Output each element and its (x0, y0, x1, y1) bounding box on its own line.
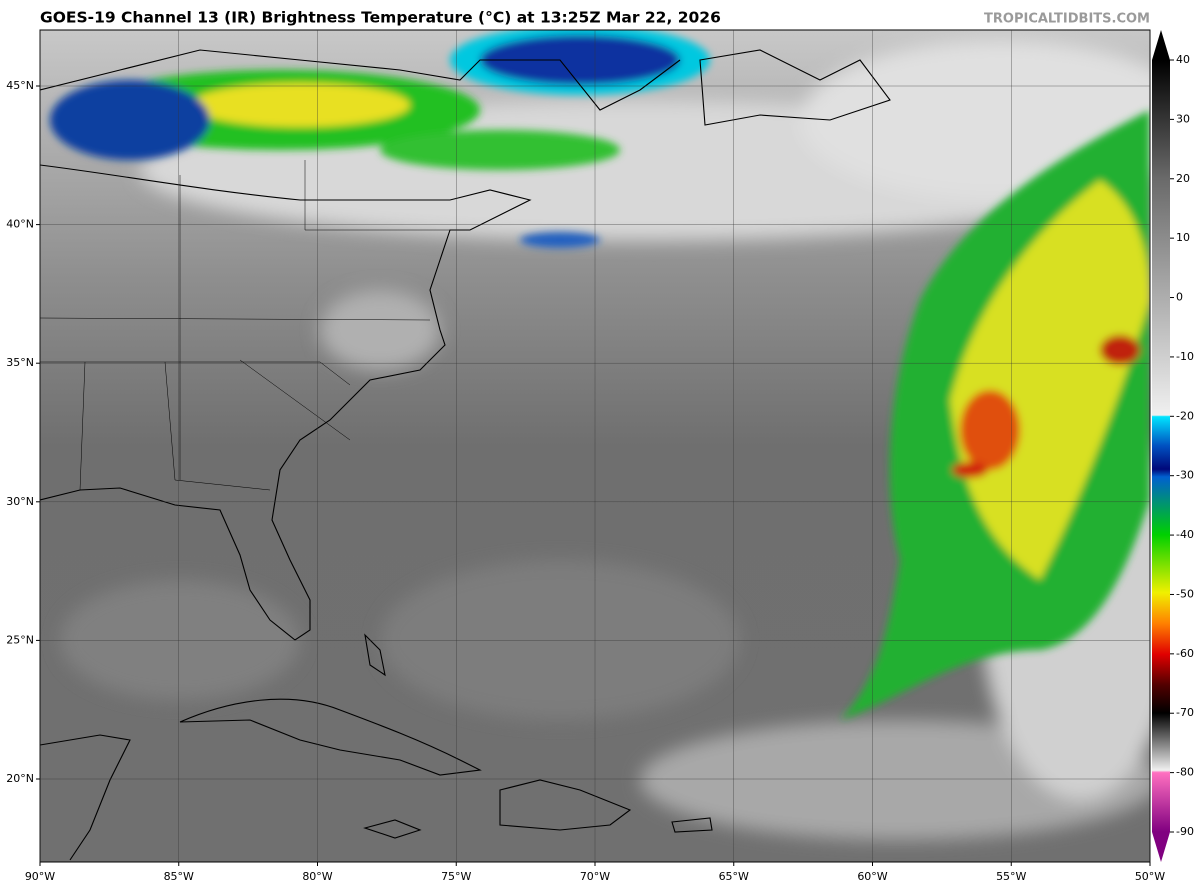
lon-label: 80°W (302, 870, 332, 883)
colorbar-top-arrow (1152, 30, 1170, 60)
lon-label: 60°W (857, 870, 887, 883)
colorbar-label: -90 (1176, 825, 1194, 838)
lon-label: 65°W (719, 870, 749, 883)
colorbar-label: -40 (1176, 528, 1194, 541)
colorbar-label: -80 (1176, 766, 1194, 779)
lon-label: 55°W (996, 870, 1026, 883)
credit: TROPICALTIDBITS.COM (984, 12, 1150, 27)
colorbar-label: -60 (1176, 647, 1194, 660)
lat-label: 40°N (6, 218, 34, 231)
colorbar-label: -30 (1176, 469, 1194, 482)
lon-label: 70°W (580, 870, 610, 883)
colorbar-label: -20 (1176, 409, 1194, 422)
colorbar-label: 30 (1176, 112, 1190, 125)
satellite-image (40, 30, 1150, 862)
colorbar-label: 0 (1176, 291, 1183, 304)
coastlines (40, 49, 891, 861)
borders (40, 160, 450, 491)
colorbar-label: 40 (1176, 53, 1190, 66)
colorbar-label: 10 (1176, 231, 1190, 244)
colorbar-label: -50 (1176, 587, 1194, 600)
lat-label: 45°N (6, 79, 34, 92)
colorbar-label: 20 (1176, 172, 1190, 185)
lon-label: 85°W (164, 870, 194, 883)
lon-label: 75°W (441, 870, 471, 883)
colorbar-bottom-arrow (1152, 832, 1170, 862)
colorbar (1152, 60, 1170, 832)
lat-label: 20°N (6, 772, 34, 785)
lat-label: 30°N (6, 495, 34, 508)
lat-label: 35°N (6, 356, 34, 369)
lat-label: 25°N (6, 633, 34, 646)
title: GOES-19 Channel 13 (IR) Brightness Tempe… (40, 9, 721, 27)
lon-label: 50°W (1135, 870, 1165, 883)
colorbar-label: -70 (1176, 706, 1194, 719)
colorbar-label: -10 (1176, 350, 1194, 363)
lon-label: 90°W (25, 870, 55, 883)
